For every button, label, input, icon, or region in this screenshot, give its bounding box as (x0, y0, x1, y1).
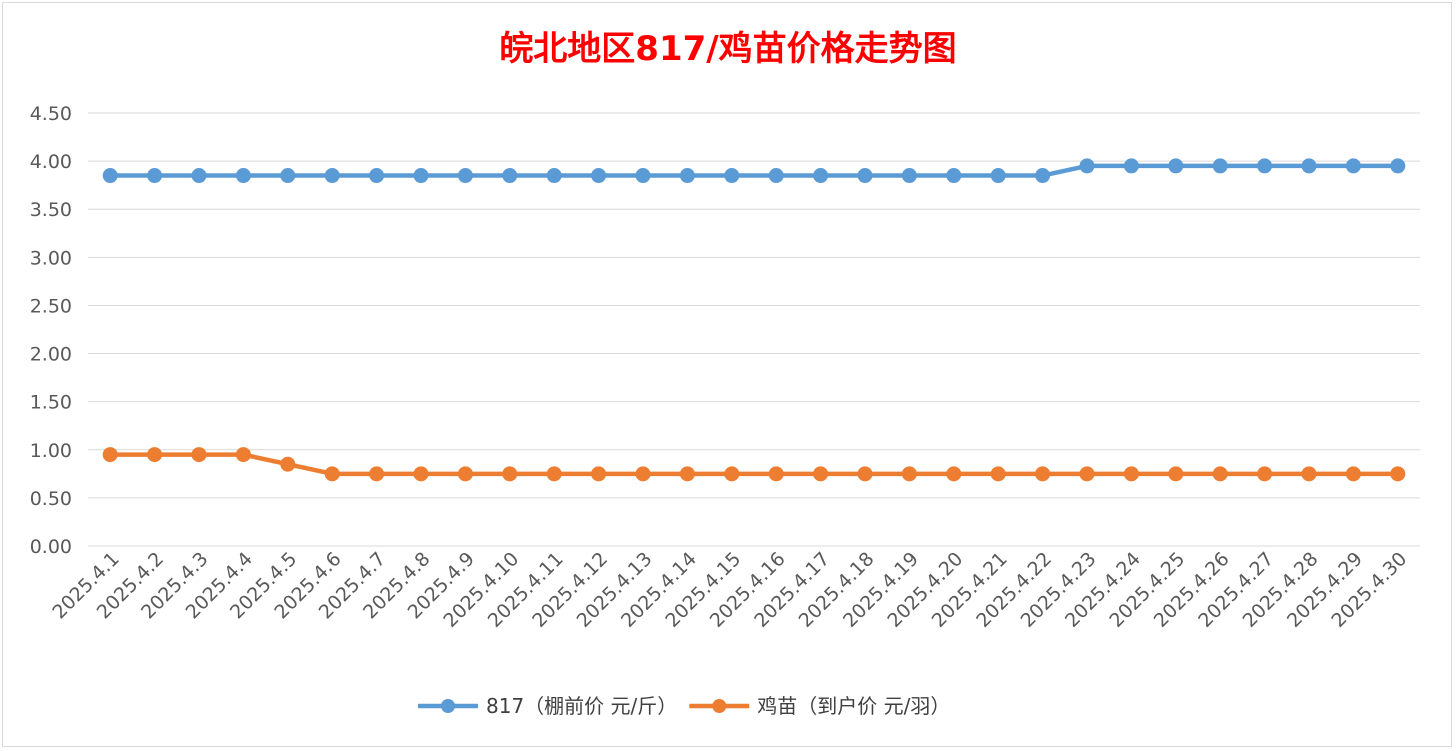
data-point (990, 466, 1006, 482)
data-point (280, 168, 296, 184)
data-point (679, 466, 695, 482)
data-point (768, 168, 784, 184)
data-point (502, 168, 518, 184)
data-point (1345, 158, 1361, 174)
data-point (1390, 466, 1406, 482)
data-point (191, 447, 207, 463)
legend-label: 鸡苗（到户价 元/羽） (757, 694, 950, 718)
series-line (107, 163, 1401, 178)
data-point (813, 168, 829, 184)
data-point (1168, 466, 1184, 482)
data-point (946, 168, 962, 184)
y-tick-label: 0.50 (30, 488, 72, 510)
data-point (857, 168, 873, 184)
data-point (1079, 466, 1095, 482)
data-point (147, 447, 163, 463)
data-point (901, 466, 917, 482)
data-point (1035, 466, 1051, 482)
data-point (369, 466, 385, 482)
data-point (635, 466, 651, 482)
y-tick-label: 3.00 (30, 247, 72, 269)
y-axis-ticks: 0.00 0.50 1.00 1.50 2.00 2.50 3.00 3.50 4.00 4.50 (30, 103, 72, 558)
data-point (1390, 158, 1406, 174)
series-2 (102, 447, 1406, 482)
y-tick-label: 4.00 (30, 151, 72, 173)
data-point (324, 168, 340, 184)
y-tick-label: 1.50 (30, 392, 72, 414)
series-line (107, 452, 1401, 477)
data-point (235, 447, 251, 463)
data-point (857, 466, 873, 482)
data-point (901, 168, 917, 184)
data-point (1212, 158, 1228, 174)
data-point (369, 168, 385, 184)
data-point (1301, 466, 1317, 482)
data-point (1123, 158, 1139, 174)
data-point (102, 447, 118, 463)
data-point (191, 168, 207, 184)
y-tick-label: 4.50 (30, 103, 72, 125)
data-point (546, 168, 562, 184)
data-point (457, 168, 473, 184)
data-point (147, 168, 163, 184)
data-point (280, 456, 296, 472)
y-tick-label: 1.00 (30, 440, 72, 462)
series-1 (102, 158, 1406, 184)
legend-item-1: 817（棚前价 元/斤） (418, 694, 677, 718)
data-point (1301, 158, 1317, 174)
chart-title: 皖北地区817/鸡苗价格走势图 (499, 29, 956, 69)
data-point (1257, 466, 1273, 482)
data-point (457, 466, 473, 482)
data-point (102, 168, 118, 184)
y-tick-label: 0.00 (30, 536, 72, 558)
data-point (724, 466, 740, 482)
data-point (1079, 158, 1095, 174)
legend-swatch-marker (712, 699, 727, 713)
data-point (591, 466, 607, 482)
data-point (1123, 466, 1139, 482)
data-point (946, 466, 962, 482)
data-point (990, 168, 1006, 184)
legend-label: 817（棚前价 元/斤） (486, 694, 677, 718)
legend: 817（棚前价 元/斤） 鸡苗（到户价 元/羽） (418, 694, 950, 718)
legend-item-2: 鸡苗（到户价 元/羽） (689, 694, 950, 718)
y-tick-label: 2.00 (30, 344, 72, 366)
gridlines (88, 112, 1420, 547)
data-point (724, 168, 740, 184)
data-point (1035, 168, 1051, 184)
data-point (235, 168, 251, 184)
data-point (679, 168, 695, 184)
data-point (1257, 158, 1273, 174)
y-tick-label: 3.50 (30, 199, 72, 221)
data-point (502, 466, 518, 482)
data-point (1168, 158, 1184, 174)
data-point (813, 466, 829, 482)
y-tick-label: 2.50 (30, 295, 72, 317)
data-point (591, 168, 607, 184)
data-point (1212, 466, 1228, 482)
data-point (413, 466, 429, 482)
data-point (635, 168, 651, 184)
data-point (546, 466, 562, 482)
series-group (102, 158, 1406, 482)
data-point (324, 466, 340, 482)
x-axis-ticks: 2025.4.12025.4.22025.4.32025.4.42025.4.5… (48, 548, 1411, 632)
data-point (413, 168, 429, 184)
legend-swatch-marker (441, 699, 455, 713)
data-point (1345, 466, 1361, 482)
data-point (768, 466, 784, 482)
